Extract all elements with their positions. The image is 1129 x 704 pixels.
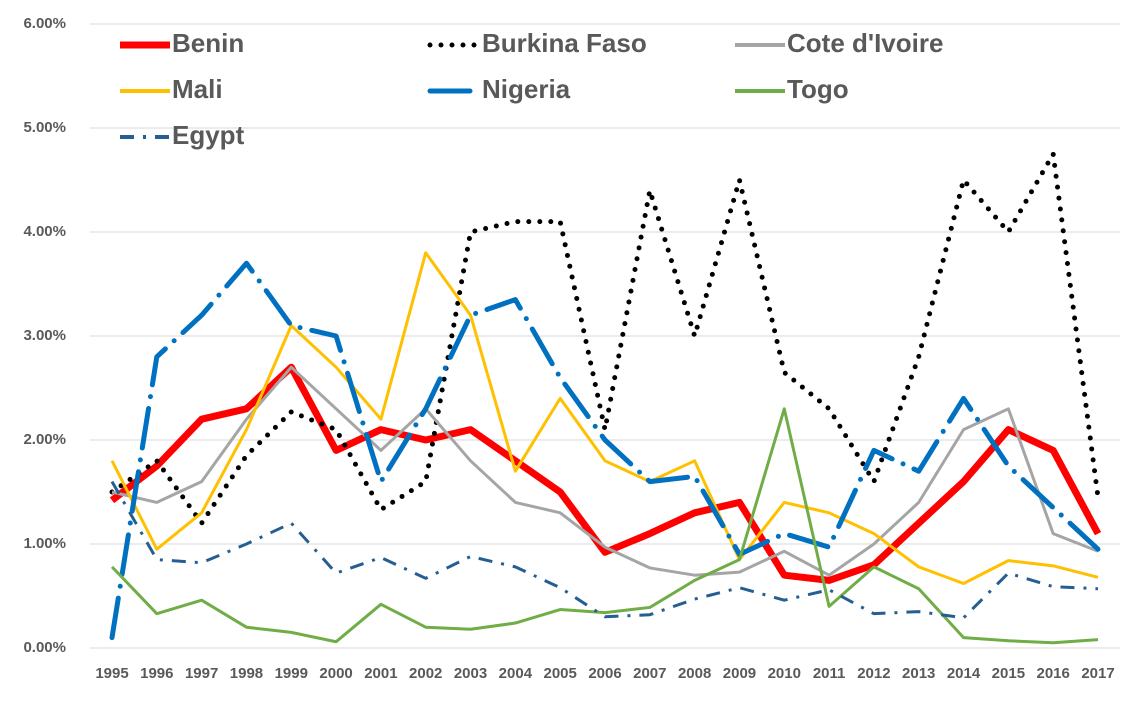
x-tick-label: 2010 bbox=[768, 665, 801, 682]
x-tick-label: 2013 bbox=[902, 665, 935, 682]
x-tick-label: 2006 bbox=[588, 665, 621, 682]
x-tick-label: 1996 bbox=[140, 665, 173, 682]
y-tick-label: 2.00% bbox=[23, 431, 66, 448]
x-tick-label: 2007 bbox=[633, 665, 666, 682]
legend-label: Benin bbox=[172, 28, 244, 58]
x-tick-label: 1998 bbox=[230, 665, 263, 682]
x-tick-label: 2009 bbox=[723, 665, 756, 682]
y-tick-label: 4.00% bbox=[23, 223, 66, 240]
x-tick-label: 2015 bbox=[992, 665, 1025, 682]
x-tick-label: 2011 bbox=[813, 665, 846, 682]
x-tick-label: 2017 bbox=[1081, 665, 1114, 682]
x-tick-label: 2005 bbox=[543, 665, 576, 682]
x-tick-label: 2008 bbox=[678, 665, 711, 682]
x-tick-label: 2012 bbox=[857, 665, 890, 682]
x-tick-label: 2003 bbox=[454, 665, 487, 682]
legend-label: Nigeria bbox=[482, 74, 571, 104]
legend-label: Egypt bbox=[172, 120, 245, 150]
x-tick-label: 2016 bbox=[1036, 665, 1069, 682]
legend-label: Togo bbox=[787, 74, 849, 104]
series-line bbox=[110, 251, 1099, 586]
x-tick-label: 2002 bbox=[409, 665, 442, 682]
series-line bbox=[110, 480, 1099, 620]
x-tick-label: 2004 bbox=[499, 665, 533, 682]
x-tick-label: 1997 bbox=[185, 665, 218, 682]
y-tick-label: 0.00% bbox=[23, 639, 66, 656]
legend-label: Burkina Faso bbox=[482, 28, 647, 58]
y-tick-label: 6.00% bbox=[23, 15, 66, 32]
series-line bbox=[109, 260, 1101, 641]
series-line bbox=[109, 151, 1101, 526]
y-tick-label: 1.00% bbox=[23, 535, 66, 552]
y-tick-label: 3.00% bbox=[23, 327, 66, 344]
x-tick-label: 2014 bbox=[947, 665, 981, 682]
legend-label: Mali bbox=[172, 74, 223, 104]
legend-label: Cote d'Ivoire bbox=[787, 28, 943, 58]
series-line bbox=[111, 365, 1099, 577]
x-tick-label: 2001 bbox=[364, 665, 397, 682]
series-line bbox=[110, 407, 1099, 645]
x-tick-label: 1999 bbox=[275, 665, 308, 682]
x-tick-label: 1995 bbox=[95, 665, 128, 682]
y-tick-label: 5.00% bbox=[23, 119, 66, 136]
x-tick-label: 2000 bbox=[319, 665, 352, 682]
series-line bbox=[109, 363, 1102, 584]
